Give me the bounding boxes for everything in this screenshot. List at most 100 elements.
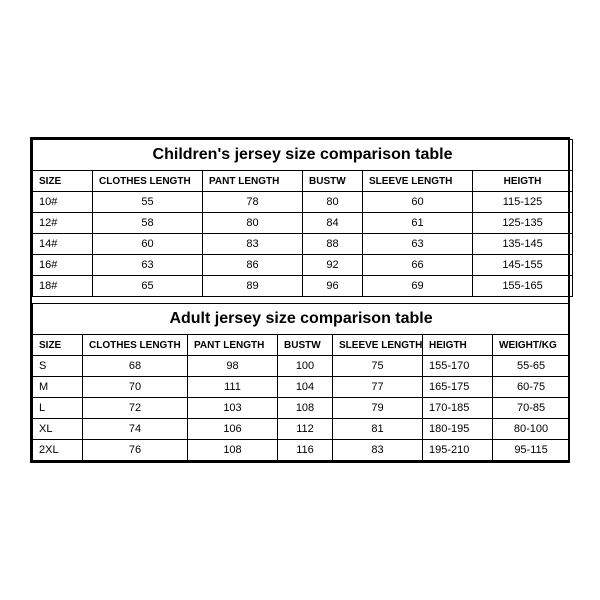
size-tables-container: Children's jersey size comparison table … bbox=[30, 137, 570, 463]
cell: 96 bbox=[303, 276, 363, 297]
children-title-row: Children's jersey size comparison table bbox=[33, 140, 573, 171]
cell: 10# bbox=[33, 192, 93, 213]
cell: 66 bbox=[363, 255, 473, 276]
cell: 12# bbox=[33, 213, 93, 234]
cell: 69 bbox=[363, 276, 473, 297]
cell: L bbox=[33, 398, 83, 419]
adult-title: Adult jersey size comparison table bbox=[33, 304, 570, 335]
cell: 83 bbox=[333, 440, 423, 461]
cell: 2XL bbox=[33, 440, 83, 461]
cell: 155-165 bbox=[473, 276, 573, 297]
adult-table: Adult jersey size comparison table SIZE … bbox=[32, 303, 570, 461]
cell: 55 bbox=[93, 192, 203, 213]
cell: 103 bbox=[188, 398, 278, 419]
cell: 180-195 bbox=[423, 419, 493, 440]
cell: 70 bbox=[83, 377, 188, 398]
children-col-clothes: CLOTHES LENGTH bbox=[93, 171, 203, 192]
cell: 155-170 bbox=[423, 356, 493, 377]
cell: 79 bbox=[333, 398, 423, 419]
children-col-sleeve: SLEEVE LENGTH bbox=[363, 171, 473, 192]
children-body: 10#55788060115-12512#58808461125-13514#6… bbox=[33, 192, 573, 297]
cell: 61 bbox=[363, 213, 473, 234]
cell: 16# bbox=[33, 255, 93, 276]
cell: 77 bbox=[333, 377, 423, 398]
page: Children's jersey size comparison table … bbox=[0, 0, 600, 600]
cell: 80 bbox=[203, 213, 303, 234]
adult-col-weight: WEIGHT/KG bbox=[493, 335, 570, 356]
adult-col-clothes: CLOTHES LENGTH bbox=[83, 335, 188, 356]
cell: 104 bbox=[278, 377, 333, 398]
children-col-heigth: HEIGTH bbox=[473, 171, 573, 192]
children-table: Children's jersey size comparison table … bbox=[32, 139, 573, 297]
adult-col-heigth: HEIGTH bbox=[423, 335, 493, 356]
children-title: Children's jersey size comparison table bbox=[33, 140, 573, 171]
table-row: S689810075155-17055-65 bbox=[33, 356, 570, 377]
children-header-row: SIZE CLOTHES LENGTH PANT LENGTH BUSTW SL… bbox=[33, 171, 573, 192]
cell: 170-185 bbox=[423, 398, 493, 419]
cell: 195-210 bbox=[423, 440, 493, 461]
cell: 63 bbox=[93, 255, 203, 276]
adult-title-row: Adult jersey size comparison table bbox=[33, 304, 570, 335]
cell: 115-125 bbox=[473, 192, 573, 213]
cell: 81 bbox=[333, 419, 423, 440]
table-row: M7011110477165-17560-75 bbox=[33, 377, 570, 398]
cell: 60 bbox=[363, 192, 473, 213]
cell: 89 bbox=[203, 276, 303, 297]
cell: 68 bbox=[83, 356, 188, 377]
table-row: 16#63869266145-155 bbox=[33, 255, 573, 276]
cell: 106 bbox=[188, 419, 278, 440]
cell: 18# bbox=[33, 276, 93, 297]
cell: 135-145 bbox=[473, 234, 573, 255]
table-row: 14#60838863135-145 bbox=[33, 234, 573, 255]
cell: 63 bbox=[363, 234, 473, 255]
cell: 86 bbox=[203, 255, 303, 276]
cell: M bbox=[33, 377, 83, 398]
cell: 80-100 bbox=[493, 419, 570, 440]
cell: 80 bbox=[303, 192, 363, 213]
cell: 72 bbox=[83, 398, 188, 419]
cell: 88 bbox=[303, 234, 363, 255]
children-col-bustw: BUSTW bbox=[303, 171, 363, 192]
cell: 83 bbox=[203, 234, 303, 255]
cell: 111 bbox=[188, 377, 278, 398]
cell: 60 bbox=[93, 234, 203, 255]
children-col-pant: PANT LENGTH bbox=[203, 171, 303, 192]
cell: XL bbox=[33, 419, 83, 440]
adult-body: S689810075155-17055-65M7011110477165-175… bbox=[33, 356, 570, 461]
table-row: 18#65899669155-165 bbox=[33, 276, 573, 297]
cell: 60-75 bbox=[493, 377, 570, 398]
adult-col-pant: PANT LENGTH bbox=[188, 335, 278, 356]
table-row: XL7410611281180-19580-100 bbox=[33, 419, 570, 440]
cell: 65 bbox=[93, 276, 203, 297]
adult-col-sleeve: SLEEVE LENGTH bbox=[333, 335, 423, 356]
cell: 78 bbox=[203, 192, 303, 213]
table-row: L7210310879170-18570-85 bbox=[33, 398, 570, 419]
adult-col-bustw: BUSTW bbox=[278, 335, 333, 356]
cell: 14# bbox=[33, 234, 93, 255]
cell: 76 bbox=[83, 440, 188, 461]
adult-col-size: SIZE bbox=[33, 335, 83, 356]
cell: 75 bbox=[333, 356, 423, 377]
cell: 84 bbox=[303, 213, 363, 234]
cell: 165-175 bbox=[423, 377, 493, 398]
cell: 74 bbox=[83, 419, 188, 440]
cell: 98 bbox=[188, 356, 278, 377]
table-row: 12#58808461125-135 bbox=[33, 213, 573, 234]
table-row: 2XL7610811683195-21095-115 bbox=[33, 440, 570, 461]
cell: 100 bbox=[278, 356, 333, 377]
cell: 125-135 bbox=[473, 213, 573, 234]
cell: S bbox=[33, 356, 83, 377]
children-col-size: SIZE bbox=[33, 171, 93, 192]
cell: 112 bbox=[278, 419, 333, 440]
cell: 116 bbox=[278, 440, 333, 461]
cell: 55-65 bbox=[493, 356, 570, 377]
cell: 70-85 bbox=[493, 398, 570, 419]
cell: 145-155 bbox=[473, 255, 573, 276]
cell: 92 bbox=[303, 255, 363, 276]
cell: 108 bbox=[278, 398, 333, 419]
cell: 58 bbox=[93, 213, 203, 234]
table-row: 10#55788060115-125 bbox=[33, 192, 573, 213]
cell: 95-115 bbox=[493, 440, 570, 461]
adult-header-row: SIZE CLOTHES LENGTH PANT LENGTH BUSTW SL… bbox=[33, 335, 570, 356]
cell: 108 bbox=[188, 440, 278, 461]
